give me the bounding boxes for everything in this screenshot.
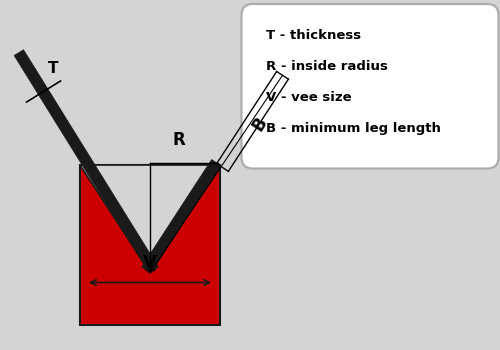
Polygon shape	[142, 160, 221, 273]
Text: B: B	[249, 114, 271, 134]
Text: T - thickness: T - thickness	[266, 29, 361, 42]
Text: R - inside radius: R - inside radius	[266, 60, 388, 73]
Text: V: V	[143, 254, 157, 273]
Polygon shape	[80, 165, 220, 273]
Text: V - vee size: V - vee size	[266, 91, 352, 104]
FancyBboxPatch shape	[242, 4, 498, 168]
Text: T: T	[48, 61, 58, 76]
Text: R: R	[172, 131, 185, 149]
Polygon shape	[14, 50, 158, 273]
Text: B - minimum leg length: B - minimum leg length	[266, 122, 441, 135]
Bar	[80, 165, 220, 325]
